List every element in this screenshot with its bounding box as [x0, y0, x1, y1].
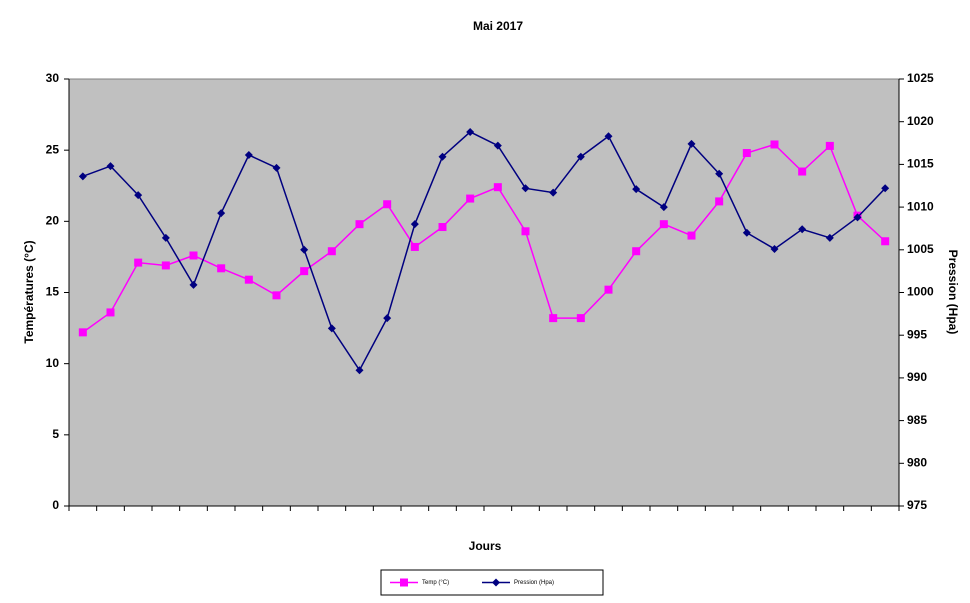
- point: [604, 132, 613, 141]
- point: [604, 285, 613, 294]
- point: [189, 251, 198, 260]
- y2-tick-label: 1000: [907, 285, 934, 299]
- point: [687, 139, 696, 148]
- point: [134, 191, 143, 200]
- point: [715, 169, 724, 178]
- y2-tick-label: 995: [907, 327, 927, 341]
- point: [300, 245, 309, 254]
- point: [659, 220, 668, 229]
- y-tick-label: 10: [46, 356, 60, 370]
- point: [244, 275, 253, 284]
- point: [659, 203, 668, 212]
- y-tick-label: 0: [52, 498, 59, 512]
- point: [272, 291, 281, 300]
- point: [355, 220, 364, 229]
- point: [687, 231, 696, 240]
- point: [549, 188, 558, 197]
- point: [770, 140, 779, 149]
- y-tick-label: 15: [46, 285, 60, 299]
- point: [410, 242, 419, 251]
- point: [161, 233, 170, 242]
- y2-tick-label: 975: [907, 498, 927, 512]
- point: [493, 141, 502, 150]
- point: [438, 223, 447, 232]
- point: [300, 267, 309, 276]
- point: [272, 163, 281, 172]
- series-line: [82, 131, 886, 372]
- legend-marker: [492, 578, 500, 587]
- point: [217, 264, 226, 273]
- x-axis-label: Jours: [469, 539, 502, 553]
- point: [576, 314, 585, 323]
- point: [715, 197, 724, 206]
- y2-tick-label: 980: [907, 455, 927, 469]
- point: [438, 152, 447, 161]
- point: [853, 213, 862, 222]
- point: [355, 366, 364, 375]
- point: [632, 247, 641, 256]
- point: [825, 233, 834, 242]
- point: [742, 149, 751, 158]
- point: [106, 308, 115, 317]
- point: [106, 162, 115, 171]
- point: [493, 183, 502, 192]
- y2-tick-label: 1015: [907, 157, 934, 171]
- point: [244, 151, 253, 160]
- point: [466, 127, 475, 136]
- y2-tick-label: 990: [907, 370, 927, 384]
- point: [521, 227, 530, 236]
- legend-marker: [400, 578, 408, 587]
- point: [549, 314, 558, 323]
- point: [632, 185, 641, 194]
- point: [78, 328, 87, 337]
- point: [383, 314, 392, 323]
- point: [134, 258, 143, 267]
- chart-title: Mai 2017: [473, 19, 523, 33]
- y-tick-label: 5: [52, 427, 59, 441]
- point: [770, 244, 779, 253]
- y-axis-label: Températures (°C): [22, 240, 36, 343]
- point: [217, 209, 226, 218]
- legend-label: Pression (Hpa): [514, 580, 554, 586]
- point: [161, 261, 170, 270]
- point: [576, 152, 585, 161]
- y-tick-label: 30: [46, 71, 60, 85]
- y2-tick-label: 1005: [907, 242, 934, 256]
- point: [466, 194, 475, 203]
- point: [825, 141, 834, 150]
- point: [521, 184, 530, 193]
- point: [798, 225, 807, 234]
- point: [78, 172, 87, 181]
- plot-area: [68, 78, 900, 507]
- point: [881, 184, 890, 193]
- y-tick-label: 20: [46, 214, 60, 228]
- y2-axis-label: Pression (Hpa): [946, 250, 960, 335]
- point: [742, 228, 751, 237]
- y2-tick-label: 1010: [907, 199, 934, 213]
- point: [410, 220, 419, 229]
- y-tick-label: 25: [46, 142, 60, 156]
- point: [327, 247, 336, 256]
- legend-label: Temp (°C): [422, 580, 449, 586]
- point: [327, 324, 336, 333]
- point: [189, 280, 198, 289]
- series-line: [82, 143, 886, 333]
- y2-tick-label: 1020: [907, 114, 934, 128]
- point: [881, 237, 890, 246]
- y2-tick-label: 1025: [907, 71, 934, 85]
- y2-tick-label: 985: [907, 413, 927, 427]
- point: [383, 200, 392, 209]
- point: [798, 167, 807, 176]
